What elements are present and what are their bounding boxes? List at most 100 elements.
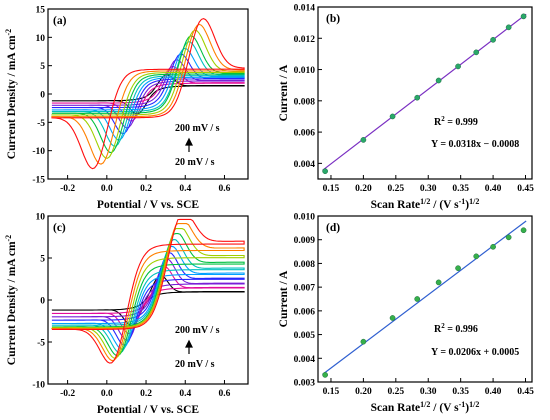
- panel-d-ytick-label: 0.009: [294, 236, 316, 246]
- panel-d-ytick-label: 0.010: [294, 213, 316, 223]
- panel-b-data-point: [505, 24, 512, 31]
- panel-b-frame: [317, 6, 533, 180]
- panel-d-xlabel-unit: / (V s: [430, 402, 459, 414]
- panel-d-r2: R2 = 0.996: [434, 322, 478, 335]
- panel-d-ytick-label: 0.004: [294, 355, 316, 365]
- panel-b-xlabel-close: ): [465, 199, 469, 211]
- panel-b-data-point: [473, 49, 480, 56]
- panel-d-xtick-label: 0.25: [388, 387, 405, 397]
- panel-d-letter: (d): [326, 222, 340, 234]
- panel-d-xtick-label: 0.45: [517, 387, 534, 397]
- panel-b-r2-value: = 0.999: [445, 117, 478, 128]
- panel-a-xtick-label: 0.2: [140, 184, 152, 194]
- panel-a-ytick-label: 10: [36, 34, 46, 44]
- panel-b-xlabel-main: Scan Rate: [371, 199, 421, 211]
- panel-b-xtick-label: 0.45: [517, 184, 534, 194]
- panel-d-ticks: 0.15 0.20 0.25 0.30 0.35 0.40 0.45 0.003 0.004 0.…: [294, 213, 534, 398]
- panel-d-r2-sup: 2: [441, 322, 445, 330]
- panel-b-ytick-label: 0.006: [294, 129, 316, 139]
- panel-b-ylabel: Current / A: [278, 64, 290, 121]
- panel-b-xlabel-unit-sup: -1: [459, 197, 466, 206]
- panel-c-xtick-label: 0.6: [219, 389, 231, 399]
- panel-c-xlabel: Potential / V vs. SCE: [97, 404, 199, 416]
- panel-b-r2-label: R: [434, 117, 442, 128]
- panel-d-ytick-label: 0.003: [294, 379, 316, 389]
- panel-a-ytick-label: 0: [40, 91, 45, 101]
- panel-a-ylabel-sup: -2: [4, 29, 13, 36]
- panel-b-data-point: [455, 63, 461, 70]
- panel-d-xtick-label: 0.20: [355, 387, 372, 397]
- panel-d-xtick-label: 0.30: [420, 387, 437, 397]
- panel-c-cv-curve-100mv: [51, 245, 245, 350]
- panel-a-ylabel: Current Density / mA cm-2: [4, 29, 18, 159]
- panel-d-xlabel-unit-sup: -1: [459, 400, 466, 409]
- panel-c-ylabel: Current Density / mA cm-2: [4, 235, 18, 365]
- panel-c-cv-curve-40mv: [51, 266, 245, 335]
- panel-a-xtick-label: 0.6: [219, 184, 231, 194]
- panel-d-data-point: [473, 253, 480, 260]
- panel-c-cv-curve-80mv: [51, 252, 245, 346]
- panel-d-data-point: [414, 296, 421, 302]
- panel-d-data-point: [435, 279, 442, 286]
- panel-a-ytick-label: -15: [32, 176, 45, 186]
- panel-d-data-point: [360, 338, 367, 345]
- panel-b-data-point: [389, 113, 396, 120]
- panel-b-ytick-label: 0.010: [294, 66, 316, 76]
- panel-a-ylabel-main: Current Density / mA cm: [6, 35, 18, 159]
- panel-d-xlabel-sup: 1/2: [420, 400, 430, 409]
- panel-d-series: [322, 220, 527, 378]
- panel-c-ytick-label: 5: [40, 255, 45, 265]
- panel-c: -0.2 0.0 0.2 0.4 0.6 -10 -5 0 5 10 (c) Potential …: [4, 213, 249, 416]
- panel-d-xlabel-main: Scan Rate: [371, 402, 421, 414]
- panel-a-cv-curve-80mv: [51, 53, 245, 135]
- panel-c-ytick-label: -5: [37, 339, 45, 349]
- panel-d-ytick-label: 0.008: [294, 260, 316, 270]
- panel-d-ytick-label: 0.005: [294, 331, 316, 341]
- panel-d-ytick-label: 0.007: [294, 284, 316, 294]
- panel-b-letter: (b): [326, 13, 340, 25]
- panel-b-ytick-label: 0.004: [294, 160, 316, 170]
- panel-c-ytick-label: -10: [32, 381, 45, 391]
- panel-c-ylabel-sup: -2: [4, 235, 13, 242]
- panel-a-ticks: -0.2 0.0 0.2 0.4 0.6 -15 -10 -5 0 5 10 15: [32, 6, 230, 195]
- panel-d-xlabel-close: ): [465, 402, 469, 414]
- panel-d-r2-label: R: [434, 324, 442, 335]
- panel-a-cv-curve-160mv: [51, 29, 245, 159]
- panel-d-data-point: [322, 372, 328, 378]
- panel-d-data-point: [455, 265, 461, 272]
- panel-d-xtick-label: 0.15: [323, 387, 340, 397]
- panel-d-r2-value: = 0.996: [445, 324, 478, 335]
- panel-c-letter: (c): [53, 222, 66, 234]
- panel-a-series: [51, 18, 245, 170]
- panel-b: 0.15 0.20 0.25 0.30 0.35 0.40 0.45 0.004 0.006 0.…: [278, 4, 534, 212]
- panel-b-ticks: 0.15 0.20 0.25 0.30 0.35 0.40 0.45 0.004 0.006 0.…: [294, 4, 534, 195]
- panel-c-xtick-label: 0.4: [179, 389, 191, 399]
- panel-b-r2: R2 = 0.999: [434, 115, 478, 128]
- panel-b-xlabel: Scan Rate1/2 / (V s-1)1/2: [371, 197, 480, 211]
- panel-a-xlabel: Potential / V vs. SCE: [97, 199, 199, 211]
- panel-b-xtick-label: 0.35: [452, 184, 469, 194]
- panel-a-ytick-label: 15: [36, 6, 46, 16]
- panel-c-annot-bottom: 20 mV / s: [175, 359, 215, 370]
- panel-c-ylabel-main: Current Density / mA cm: [6, 241, 18, 365]
- panel-d-ylabel: Current / A: [278, 270, 290, 327]
- panel-d-xlabel-close-sup: 1/2: [469, 400, 479, 409]
- panel-d-data-point: [505, 234, 512, 241]
- panel-b-data-point: [490, 36, 496, 43]
- panel-d-xtick-label: 0.35: [452, 387, 469, 397]
- panel-d-data-point: [490, 243, 496, 250]
- panel-a-ytick-label: -10: [32, 147, 45, 157]
- panel-d-data-point: [520, 227, 527, 234]
- panel-b-xtick-label: 0.40: [485, 184, 502, 194]
- panel-d: 0.15 0.20 0.25 0.30 0.35 0.40 0.45 0.003 0.004 0.…: [278, 213, 534, 415]
- panel-c-ytick-label: 10: [36, 213, 46, 223]
- panel-c-arrow-icon: [185, 339, 193, 354]
- panel-d-data-point: [389, 315, 396, 321]
- panel-a-arrow-icon: [185, 137, 193, 152]
- panel-c-ytick-label: 0: [40, 297, 45, 307]
- panel-b-ytick-label: 0.014: [294, 4, 316, 14]
- panel-a-xtick-label: 0.0: [101, 184, 113, 194]
- panel-a-cv-curve-20mv: [51, 73, 245, 115]
- panel-a-annot-bottom: 20 mV / s: [175, 157, 215, 168]
